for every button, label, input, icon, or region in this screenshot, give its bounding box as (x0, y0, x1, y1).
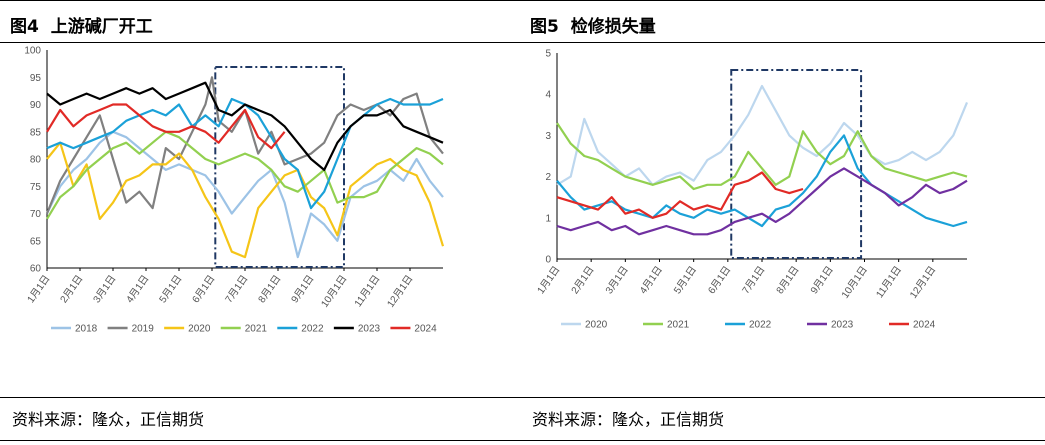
series-line-2022 (556, 134, 968, 228)
legend-item-2022: 2022 (725, 320, 772, 331)
figure-number: 图4 (10, 17, 39, 37)
x-tick-label: 10月1日 (319, 273, 350, 310)
series-line-2019 (45, 76, 444, 214)
y-tick-label: 5 (545, 49, 551, 60)
title-rule (520, 42, 1045, 43)
source-note: 资料来源：隆众，正信期货 (532, 410, 725, 429)
x-tick-label: 10月1日 (839, 264, 870, 301)
legend-item-2020: 2020 (164, 324, 211, 335)
x-tick-label: 1月1日 (535, 264, 563, 296)
legend-item-2019: 2019 (107, 324, 155, 335)
legend-label: 2024 (913, 320, 936, 331)
highlight-box (730, 69, 863, 259)
legend-label: 2018 (75, 324, 98, 335)
panel-maintenance-loss: 图5 检修损失量 0 1 2 3 4 5 1月1日 2月1日 3月1日 4月1日 5月1日 6月1日 7… (520, 0, 1045, 445)
y-tick-label: 80 (30, 155, 42, 166)
legend-item-2024: 2024 (889, 320, 936, 331)
y-tick-label: 65 (30, 236, 42, 247)
y-tick-label: 1 (545, 213, 551, 224)
x-tick-label: 4月1日 (637, 264, 665, 296)
panel-upstream-operating-rate: 图4 上游碱厂开工 60 65 70 75 80 85 90 95 100 1月1日 2月1日 3月1… (0, 0, 520, 445)
y-tick-label: 100 (24, 46, 41, 57)
x-tick-label: 11月1日 (352, 273, 382, 309)
x-tick-label: 5月1日 (671, 264, 699, 296)
figure-number: 图5 (530, 17, 559, 37)
series-line-2018 (46, 130, 444, 259)
legend-label: 2020 (188, 324, 211, 335)
x-tick-label: 2月1日 (569, 264, 597, 296)
legend-item-2018: 2018 (51, 324, 98, 335)
legend-label: 2019 (132, 324, 155, 335)
legend-label: 2021 (245, 324, 268, 335)
x-tick-label: 1月1日 (25, 273, 53, 305)
x-tick-label: 3月1日 (91, 273, 119, 305)
y-tick-label: 70 (30, 209, 42, 220)
x-tick-label: 12月1日 (385, 273, 416, 310)
legend-item-2021: 2021 (220, 324, 268, 335)
legend-label: 2023 (358, 324, 381, 335)
x-tick-label: 7月1日 (223, 273, 251, 305)
y-tick-label: 85 (30, 127, 42, 138)
y-tick-label: 0 (545, 255, 551, 266)
x-tick-label: 11月1日 (874, 264, 904, 300)
source-rule-top (0, 397, 520, 398)
bottom-rule (0, 440, 520, 441)
chart-left: 60 65 70 75 80 85 90 95 100 1月1日 2月1日 3月1日 4月1日 5月1日 6… (24, 46, 445, 335)
x-tick-label: 7月1日 (740, 264, 768, 296)
legend-label: 2020 (585, 320, 608, 331)
x-tick-label: 6月1日 (706, 264, 734, 296)
y-tick-label: 60 (30, 264, 42, 275)
legend-item-2024: 2024 (390, 324, 437, 335)
figure-title-text: 上游碱厂开工 (50, 17, 153, 37)
source-rule-top (520, 397, 1045, 398)
figure-title: 图4 上游碱厂开工 (10, 12, 153, 37)
x-tick-label: 3月1日 (603, 264, 631, 296)
figure-title-text: 检修损失量 (570, 17, 656, 37)
top-rule (520, 0, 1045, 1)
series-line-2020 (46, 141, 445, 259)
series-line-2021 (46, 130, 444, 220)
x-tick-label: 9月1日 (808, 264, 836, 296)
legend-label: 2024 (414, 324, 437, 335)
bottom-rule (520, 440, 1045, 441)
x-tick-label: 2月1日 (58, 273, 86, 305)
series-line-2024 (46, 103, 286, 150)
legend-item-2020: 2020 (561, 320, 608, 331)
x-tick-label: 12月1日 (907, 264, 938, 301)
y-tick-label: 90 (30, 100, 42, 111)
highlight-box (214, 66, 345, 268)
top-rule (0, 0, 520, 1)
series-line-2023 (556, 167, 968, 236)
x-tick-label: 6月1日 (190, 273, 218, 305)
series-line-2023 (46, 81, 444, 171)
legend-item-2022: 2022 (277, 324, 324, 335)
y-tick-label: 95 (30, 73, 42, 84)
chart-right: 0 1 2 3 4 5 1月1日 2月1日 3月1日 4月1日 5月1日 6月1日 7月1日 8月1日 9月… (535, 49, 969, 331)
legend-label: 2021 (667, 320, 690, 331)
y-tick-label: 75 (30, 182, 42, 193)
y-tick-label: 2 (545, 172, 551, 183)
x-tick-label: 5月1日 (157, 273, 185, 305)
series-line-2024 (556, 171, 804, 219)
y-tick-label: 4 (545, 90, 551, 101)
x-tick-label: 8月1日 (256, 273, 284, 305)
legend-label: 2023 (831, 320, 854, 331)
legend-label: 2022 (749, 320, 772, 331)
x-tick-label: 9月1日 (289, 273, 317, 305)
legend-label: 2022 (301, 324, 324, 335)
series-line-2021 (556, 122, 968, 191)
y-tick-label: 3 (545, 131, 551, 142)
x-tick-label: 4月1日 (124, 273, 152, 305)
figure-title: 图5 检修损失量 (530, 12, 656, 37)
legend-item-2021: 2021 (643, 320, 690, 331)
title-rule (0, 42, 520, 43)
legend-item-2023: 2023 (807, 320, 854, 331)
legend-item-2023: 2023 (333, 324, 381, 335)
x-tick-label: 8月1日 (774, 264, 802, 296)
source-note: 资料来源：隆众，正信期货 (12, 410, 205, 429)
